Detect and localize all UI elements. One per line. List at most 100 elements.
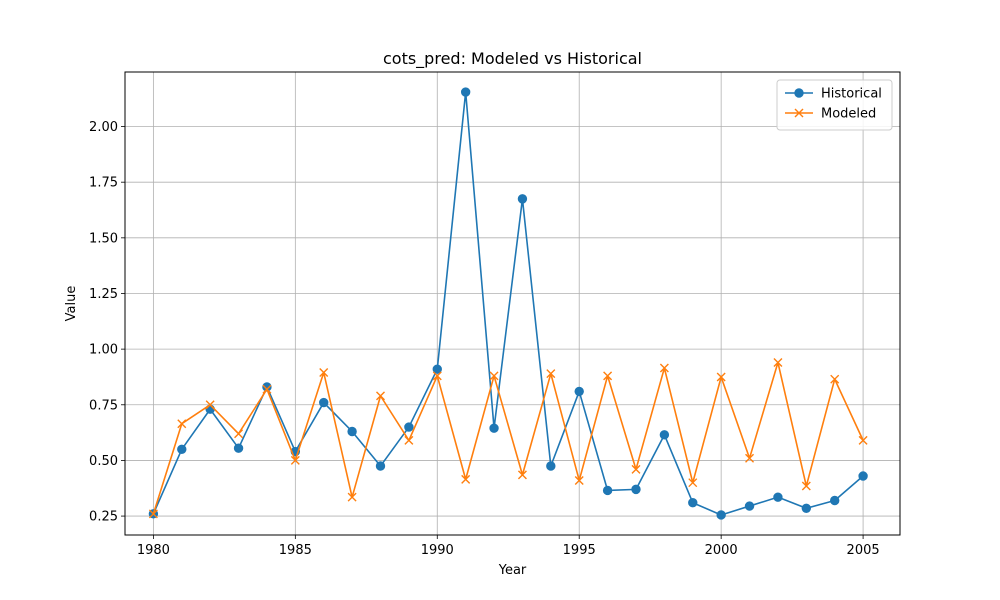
y-tick-label: 0.50 — [89, 454, 118, 469]
historical-point — [659, 430, 670, 440]
x-tick-label: 1980 — [137, 543, 170, 558]
modeled-point-stroke — [177, 419, 187, 429]
historical-point — [517, 194, 528, 204]
legend-modeled-marker-stroke — [794, 108, 804, 118]
modeled-point — [773, 357, 783, 367]
y-tick-label: 0.25 — [89, 510, 118, 525]
modeled-point-stroke — [489, 371, 499, 381]
y-tick-label: 1.75 — [89, 176, 118, 191]
historical-point — [233, 443, 244, 453]
modeled-point-stroke — [461, 474, 471, 484]
modeled-point-stroke — [858, 435, 868, 445]
historical-line — [152, 91, 864, 516]
historical-point — [688, 498, 698, 508]
modeled-point — [489, 371, 499, 381]
y-tick-label: 0.75 — [89, 398, 118, 413]
modeled-point — [830, 374, 840, 384]
modeled-point — [745, 453, 755, 463]
x-tick-label: 2005 — [847, 543, 880, 558]
y-tick-label: 2.00 — [89, 120, 118, 135]
modeled-point-stroke — [546, 369, 556, 379]
historical-point — [177, 444, 187, 455]
legend-modeled-label: Modeled — [821, 107, 876, 122]
historical-point — [602, 485, 613, 496]
modeled-point-stroke — [432, 371, 442, 381]
legend-modeled-marker — [794, 108, 804, 118]
modeled-point-stroke — [773, 357, 783, 367]
historical-point — [858, 471, 868, 481]
x-tick-label: 1995 — [563, 543, 596, 558]
modeled-point — [148, 509, 158, 519]
legend-historical-label: Historical — [821, 87, 882, 102]
grid-lines — [125, 72, 900, 535]
modeled-point — [290, 455, 300, 465]
modeled-point-stroke — [830, 374, 840, 384]
modeled-point — [375, 391, 385, 401]
historical-point — [432, 364, 442, 374]
modeled-point-stroke — [688, 478, 698, 488]
modeled-point — [432, 371, 442, 381]
modeled-point-stroke — [262, 384, 272, 394]
modeled-point-stroke — [319, 368, 329, 377]
historical-point — [801, 503, 812, 513]
plot-area-frame — [124, 71, 901, 536]
modeled-point — [688, 478, 698, 488]
historical-point — [631, 484, 641, 495]
x-tick-label: 1990 — [421, 543, 454, 558]
modeled-point-stroke — [745, 453, 755, 463]
historical-point — [347, 426, 357, 437]
historical-point — [460, 87, 471, 97]
historical-point — [773, 492, 783, 502]
y-tick-label: 1.00 — [89, 343, 118, 358]
modeled-point — [347, 492, 357, 502]
historical-point — [489, 423, 499, 433]
historical-point — [830, 495, 840, 506]
chart-title: cots_pred: Modeled vs Historical — [383, 49, 642, 69]
modeled-point — [205, 400, 215, 410]
x-tick-label: 1985 — [279, 543, 312, 558]
series-group — [148, 87, 868, 520]
modeled-point-stroke — [801, 481, 811, 491]
series-modeled — [148, 357, 868, 519]
modeled-point-stroke — [205, 400, 215, 410]
modeled-point — [517, 470, 527, 480]
modeled-point-stroke — [716, 372, 726, 382]
y-tick-label: 1.50 — [89, 231, 118, 246]
modeled-point-stroke — [659, 363, 669, 373]
modeled-point — [262, 384, 272, 394]
modeled-point-stroke — [517, 470, 527, 480]
modeled-point — [659, 363, 669, 373]
historical-point — [546, 461, 556, 471]
historical-point — [404, 422, 414, 432]
axis-ticks: 1980 1985 1990 1995 2000 2005 0.25 0.50 0.75 1.00… — [89, 120, 880, 558]
modeled-point — [801, 481, 811, 491]
modeled-point — [574, 475, 584, 485]
modeled-line — [152, 361, 864, 515]
modeled-point-stroke — [148, 509, 158, 519]
modeled-point-stroke — [603, 371, 613, 381]
legend: Historical Modeled — [776, 79, 893, 131]
y-tick-label: 1.25 — [89, 287, 118, 302]
modeled-point — [858, 435, 868, 445]
x-axis-title: Year — [498, 563, 527, 578]
modeled-point-stroke — [404, 435, 414, 445]
modeled-point — [319, 368, 329, 377]
modeled-point — [603, 371, 613, 381]
modeled-point — [177, 419, 187, 429]
modeled-point-stroke — [234, 429, 244, 439]
modeled-point-stroke — [347, 492, 357, 502]
modeled-point — [631, 464, 641, 474]
historical-point — [375, 461, 386, 471]
modeled-point-stroke — [574, 475, 584, 485]
modeled-point — [404, 435, 414, 445]
y-axis-title: Value — [64, 286, 79, 322]
legend-historical-marker — [794, 88, 804, 98]
modeled-point — [546, 369, 556, 379]
x-tick-label: 2000 — [705, 543, 738, 558]
modeled-point — [234, 429, 244, 439]
historical-point — [716, 510, 726, 520]
modeled-point-stroke — [290, 455, 300, 465]
modeled-point — [716, 372, 726, 382]
